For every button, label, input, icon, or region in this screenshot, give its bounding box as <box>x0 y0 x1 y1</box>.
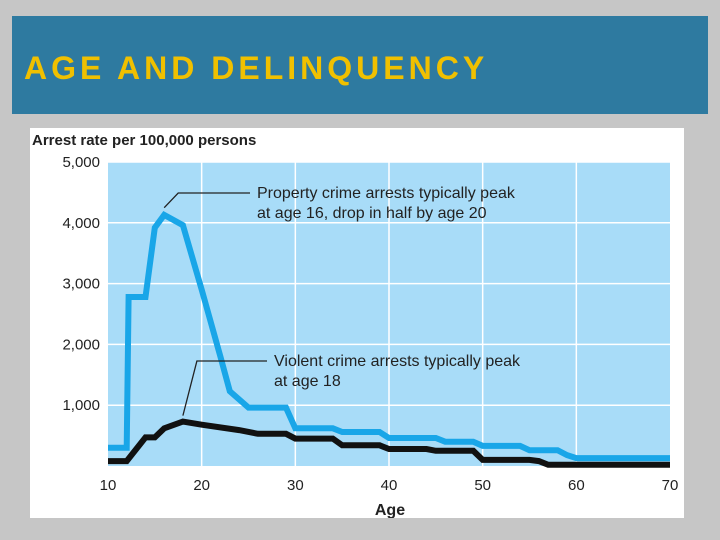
x-tick-label: 60 <box>568 477 585 494</box>
annotation-text: at age 18 <box>274 373 341 390</box>
violent-crime-line <box>108 418 670 468</box>
x-axis-label: Age <box>375 502 405 518</box>
annotation-leader-line <box>163 192 250 209</box>
x-tick-label: 50 <box>474 477 491 494</box>
title-bar <box>12 16 708 114</box>
y-tick-label: 2,000 <box>62 336 100 353</box>
x-tick-label: 20 <box>193 477 210 494</box>
x-tick-label: 70 <box>662 477 679 494</box>
x-tick-label: 40 <box>381 477 398 494</box>
y-tick-label: 5,000 <box>62 154 100 171</box>
y-tick-label: 3,000 <box>62 276 100 293</box>
y-tick-label: 1,000 <box>62 397 100 414</box>
y-axis-label: Arrest rate per 100,000 persons <box>32 132 256 149</box>
slide-title: AGE AND DELINQUENCY <box>24 50 489 86</box>
x-tick-label: 10 <box>100 477 117 494</box>
property-crime-line <box>108 211 670 462</box>
chart-card: Arrest rate per 100,000 persons Age 10 20… <box>30 128 684 518</box>
annotation-leader-line <box>182 360 267 416</box>
y-tick-label: 4,000 <box>62 215 100 232</box>
age-arrest-chart: Arrest rate per 100,000 persons Age 10 20… <box>32 132 679 518</box>
x-tick-label: 30 <box>287 477 304 494</box>
annotation-text: Violent crime arrests typically peak <box>274 353 521 370</box>
annotation-text: at age 16, drop in half by age 20 <box>257 205 487 222</box>
annotation-text: Property crime arrests typically peak <box>257 185 516 202</box>
